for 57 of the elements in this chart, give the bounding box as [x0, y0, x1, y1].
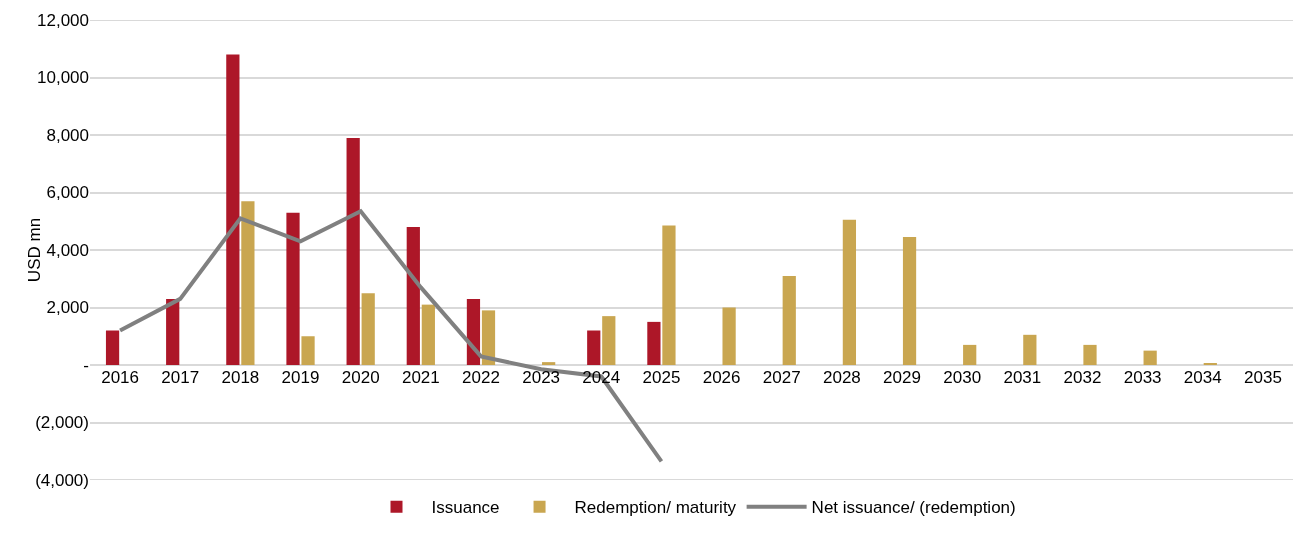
x-tick-label: 2031 [1003, 368, 1042, 387]
legend-label: Net issuance/ (redemption) [811, 498, 1016, 518]
y-tick-label: 6,000 [46, 183, 89, 203]
y-tick-label: 2,000 [46, 298, 89, 318]
bar [1083, 344, 1097, 365]
bar [421, 304, 435, 365]
y-tick-label: - [83, 355, 89, 375]
bar [105, 330, 120, 365]
x-tick-label: 2032 [1063, 368, 1102, 387]
y-tick-label: 8,000 [46, 125, 89, 145]
x-tick-label: 2034 [1183, 368, 1222, 387]
bar [722, 307, 736, 365]
bar [346, 137, 360, 365]
x-tick-label: 2025 [642, 368, 681, 387]
bar [361, 293, 375, 365]
bar [481, 310, 496, 365]
x-tick-label: 2020 [341, 368, 380, 387]
bar [662, 225, 676, 365]
bar [602, 316, 616, 365]
x-tick-label: 2028 [822, 368, 861, 387]
x-tick-label: 2019 [281, 368, 320, 387]
x-tick-label: 2018 [221, 368, 260, 387]
legend-label: Issuance [431, 498, 500, 518]
bar [406, 227, 420, 365]
bar [963, 344, 977, 365]
x-tick-label: 2023 [522, 368, 561, 387]
x-tick-label: 2027 [762, 368, 801, 387]
y-tick-label: (2,000) [35, 413, 89, 433]
y-tick-label: (4,000) [35, 470, 89, 490]
bar [647, 321, 661, 365]
bar [166, 298, 180, 365]
x-tick-label: 2035 [1244, 368, 1282, 387]
y-tick-label: 4,000 [46, 240, 89, 260]
bar [241, 201, 255, 365]
bar [226, 54, 240, 365]
bar [1143, 350, 1157, 365]
x-tick-label: 2029 [883, 368, 921, 387]
x-tick-label: 2017 [161, 368, 200, 387]
y-tick-label: 10,000 [37, 68, 89, 88]
bar [1023, 334, 1037, 365]
x-tick-label: 2016 [101, 368, 139, 387]
bar [782, 275, 796, 365]
bar [842, 219, 857, 365]
x-tick-label: 2026 [702, 368, 741, 387]
x-tick-label: 2033 [1123, 368, 1162, 387]
x-tick-label: 2022 [462, 368, 500, 387]
bar [587, 330, 601, 365]
y-tick-label: 12,000 [37, 10, 89, 30]
x-tick-label: 2021 [401, 368, 440, 387]
x-tick-label: 2024 [582, 368, 621, 387]
legend-label: Redemption/ maturity [574, 498, 737, 518]
x-tick-label: 2030 [943, 368, 982, 387]
bar [542, 362, 556, 365]
bar [902, 237, 917, 365]
bar [301, 336, 315, 365]
y-axis-title: USD mn [25, 217, 45, 283]
bar [286, 212, 300, 365]
